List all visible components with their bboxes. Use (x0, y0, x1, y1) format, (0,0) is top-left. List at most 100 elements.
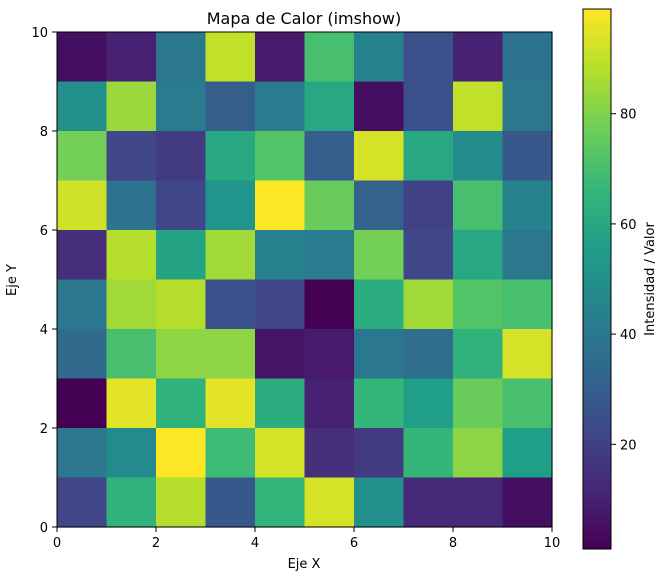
heatmap-cell (403, 32, 454, 83)
colorbar-label: Intensidad / Valor (643, 222, 658, 336)
heatmap-cell (354, 279, 405, 330)
heatmap-cell (403, 428, 454, 479)
heatmap-cell (502, 180, 553, 231)
heatmap-cell (106, 378, 157, 429)
heatmap-cell (502, 279, 553, 330)
heatmap-cell (502, 428, 553, 479)
heatmap-cell (57, 329, 108, 380)
heatmap-cell (57, 230, 108, 281)
heatmap-cell (354, 230, 405, 281)
heatmap-cell (453, 32, 504, 83)
heatmap-cell (106, 180, 157, 231)
heatmap-cell (205, 428, 256, 479)
heatmap-cell (106, 32, 157, 83)
heatmap-cell (453, 378, 504, 429)
heatmap-cell (205, 329, 256, 380)
heatmap-cell (106, 81, 157, 132)
heatmap-cells (57, 32, 553, 528)
heatmap-cell (502, 329, 553, 380)
y-axis-ticks: 0 2 4 6 8 10 (31, 26, 57, 536)
heatmap-cell (304, 131, 355, 182)
heatmap-cell (156, 131, 207, 182)
heatmap-cell (156, 329, 207, 380)
heatmap-cell (255, 131, 306, 182)
heatmap-cell (304, 32, 355, 83)
chart-title: Mapa de Calor (imshow) (207, 9, 401, 28)
heatmap-cell (57, 32, 108, 83)
heatmap-cell (255, 329, 306, 380)
y-tick-label: 6 (40, 224, 48, 239)
heatmap-cell (403, 279, 454, 330)
heatmap-cell (106, 428, 157, 479)
heatmap-cell (106, 329, 157, 380)
heatmap-cell (304, 428, 355, 479)
heatmap-cell (453, 279, 504, 330)
heatmap-cell (57, 180, 108, 231)
heatmap-cell (57, 131, 108, 182)
x-tick-label: 0 (53, 536, 61, 551)
heatmap-cell (156, 81, 207, 132)
heatmap-cell (57, 378, 108, 429)
heatmap-cell (304, 180, 355, 231)
y-tick-label: 2 (40, 422, 48, 437)
heatmap-cell (502, 230, 553, 281)
heatmap-cell (354, 131, 405, 182)
heatmap-cell (205, 230, 256, 281)
heatmap-cell (453, 477, 504, 528)
heatmap-cell (403, 477, 454, 528)
heatmap-cell (156, 428, 207, 479)
x-tick-label: 8 (449, 536, 457, 551)
heatmap-cell (403, 230, 454, 281)
heatmap-cell (354, 428, 405, 479)
heatmap-cell (453, 428, 504, 479)
heatmap-cell (255, 428, 306, 479)
heatmap-cell (304, 279, 355, 330)
heatmap-cell (255, 81, 306, 132)
heatmap-cell (106, 279, 157, 330)
colorbar-tick-label: 40 (620, 328, 637, 343)
heatmap-cell (403, 131, 454, 182)
plot-frame (56, 31, 553, 528)
heatmap-cell (453, 180, 504, 231)
y-tick-label: 0 (40, 521, 48, 536)
heatmap-cell (304, 81, 355, 132)
heatmap-cell (156, 279, 207, 330)
heatmap-cell (403, 329, 454, 380)
heatmap-cell (106, 230, 157, 281)
heatmap-cell (255, 378, 306, 429)
heatmap-cell (205, 477, 256, 528)
heatmap-cell (354, 81, 405, 132)
heatmap-cell (502, 477, 553, 528)
heatmap-cell (106, 131, 157, 182)
heatmap-cell (255, 180, 306, 231)
heatmap-cell (354, 32, 405, 83)
heatmap-cell (156, 32, 207, 83)
heatmap-cell (255, 230, 306, 281)
heatmap-cell (453, 81, 504, 132)
heatmap-cell (156, 230, 207, 281)
heatmap-cell (57, 428, 108, 479)
heatmap-cell (255, 279, 306, 330)
heatmap-cell (502, 131, 553, 182)
heatmap-cell (403, 378, 454, 429)
heatmap-cell (403, 81, 454, 132)
heatmap-cell (106, 477, 157, 528)
heatmap-cell (354, 378, 405, 429)
heatmap-cell (255, 477, 306, 528)
y-tick-label: 10 (31, 26, 48, 41)
y-axis-label: Eje Y (5, 264, 20, 296)
heatmap-cell (453, 230, 504, 281)
heatmap-cell (57, 279, 108, 330)
heatmap-cell (156, 378, 207, 429)
x-axis-label: Eje X (288, 557, 321, 572)
heatmap-cell (255, 32, 306, 83)
heatmap-cell (502, 81, 553, 132)
heatmap-cell (205, 131, 256, 182)
heatmap-cell (205, 279, 256, 330)
heatmap-cell (453, 131, 504, 182)
heatmap-cell (502, 378, 553, 429)
x-tick-label: 6 (350, 536, 358, 551)
heatmap-cell (354, 329, 405, 380)
heatmap-cell (205, 378, 256, 429)
